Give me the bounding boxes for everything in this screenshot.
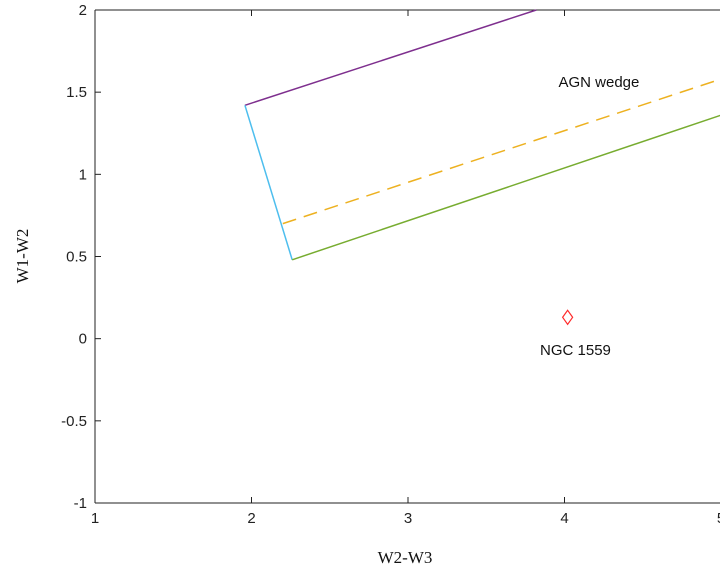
y-tick-label: 1 (79, 166, 87, 183)
series-line (244, 9, 537, 107)
series-line (244, 105, 293, 261)
y-tick-label: -0.5 (61, 413, 87, 430)
y-tick-label: 0 (79, 331, 87, 348)
y-tick-label: -1 (74, 495, 87, 512)
x-ticks: 1 2 3 4 5 (91, 10, 720, 527)
series-line (291, 114, 720, 261)
data-point (561, 309, 574, 326)
x-tick-label: 2 (247, 510, 255, 527)
y-ticks: -1 -0.5 0 0.5 1 1.5 2 (61, 2, 101, 512)
x-tick-label: 3 (404, 510, 412, 527)
annotation-label: NGC 1559 (540, 342, 611, 359)
y-tick-label: 0.5 (66, 249, 87, 266)
x-tick-label: 1 (91, 510, 99, 527)
points-group (561, 309, 574, 326)
x-tick-label: 5 (717, 510, 720, 527)
x-tick-label: 4 (560, 510, 568, 527)
series-line (282, 78, 720, 225)
y-axis-title: W1-W2 (13, 229, 32, 284)
x-axis-title: W2-W3 (378, 548, 433, 567)
series-group (244, 9, 720, 261)
y-tick-label: 1.5 (66, 84, 87, 101)
annotation-label: AGN wedge (558, 74, 639, 91)
annotations-group: AGN wedge NGC 1559 (540, 74, 639, 359)
y-tick-label: 2 (79, 2, 87, 19)
